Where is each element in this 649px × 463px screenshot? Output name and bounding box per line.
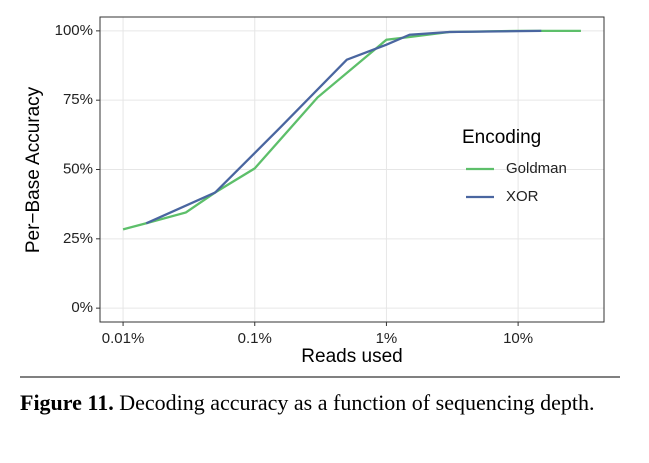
y-axis-label: Per−Base Accuracy	[23, 86, 44, 253]
x-tick-label: 1%	[376, 330, 398, 347]
chart: Reads used Per−Base Accuracy Encoding 0%…	[20, 16, 620, 378]
caption: Figure 11. Decoding accuracy as a functi…	[20, 388, 630, 417]
y-tick-label: 75%	[63, 91, 93, 108]
x-tick-label: 0.01%	[102, 330, 145, 347]
legend-label: XOR	[506, 188, 539, 205]
x-axis-label: Reads used	[301, 346, 402, 367]
y-tick-label: 100%	[55, 22, 93, 39]
legend-label: Goldman	[506, 160, 567, 177]
legend-title: Encoding	[462, 127, 541, 148]
x-tick-label: 10%	[503, 330, 533, 347]
y-tick-label: 0%	[71, 299, 93, 316]
caption-label: Figure 11.	[20, 390, 114, 415]
caption-text: Decoding accuracy as a function of seque…	[119, 390, 595, 415]
page: {"chart_data": {"type": "line", "x_label…	[20, 16, 620, 415]
x-tick-label: 0.1%	[238, 330, 272, 347]
y-tick-label: 50%	[63, 160, 93, 177]
series-line	[145, 29, 542, 225]
y-tick-label: 25%	[63, 230, 93, 247]
